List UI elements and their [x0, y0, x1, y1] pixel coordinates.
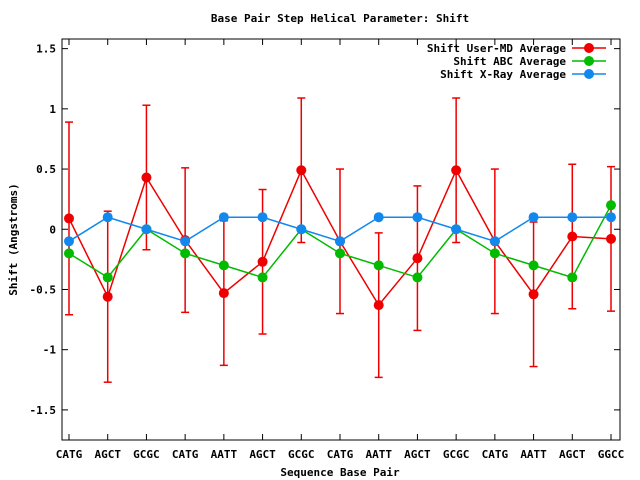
x-tick-label: CATG	[172, 448, 199, 461]
y-axis-label: Shift (Angstroms)	[7, 183, 20, 296]
x-tick-label: AGCT	[249, 448, 276, 461]
data-point	[606, 212, 616, 223]
data-point	[141, 224, 152, 235]
data-point	[412, 253, 423, 264]
series-3	[64, 212, 616, 247]
data-point	[257, 256, 268, 267]
data-point	[64, 213, 74, 224]
x-tick-label: AATT	[365, 448, 392, 461]
data-point	[489, 248, 500, 259]
y-tick-label: -1.5	[30, 404, 57, 417]
x-tick-label: AATT	[520, 448, 547, 461]
data-point	[180, 248, 191, 259]
data-point	[218, 260, 229, 271]
y-tick-label: -0.5	[30, 283, 57, 296]
data-point	[567, 212, 578, 223]
x-tick-label: AATT	[211, 448, 238, 461]
chart-title: Base Pair Step Helical Parameter: Shift	[211, 12, 469, 25]
x-tick-label: CATG	[56, 448, 83, 461]
legend-marker	[584, 69, 594, 79]
x-tick-label: AGCT	[94, 448, 121, 461]
data-point	[335, 236, 345, 247]
y-axis: -1.5 -1 -0.5 0 0.5 1 1.5	[30, 43, 620, 417]
data-point	[606, 200, 616, 211]
x-tick-label: AGCT	[559, 448, 586, 461]
data-point	[141, 172, 152, 183]
data-point	[102, 272, 113, 283]
legend-label: Shift ABC Average	[453, 55, 566, 68]
x-tick-label: GCGC	[133, 448, 160, 461]
x-tick-label: AGCT	[404, 448, 431, 461]
data-point	[373, 260, 384, 271]
data-point	[64, 236, 74, 247]
data-point	[528, 289, 539, 300]
y-tick-label: 1.5	[36, 43, 56, 56]
data-point	[296, 165, 307, 176]
data-point	[606, 233, 616, 244]
x-tick-label: GCGC	[443, 448, 470, 461]
data-point	[412, 272, 423, 283]
data-point	[412, 212, 423, 223]
y-tick-label: -1	[43, 344, 57, 357]
data-point	[489, 236, 500, 247]
x-tick-label: GCGC	[288, 448, 315, 461]
legend-marker	[584, 43, 594, 53]
y-tick-label: 0.5	[36, 163, 56, 176]
data-point	[528, 212, 539, 223]
x-tick-label: GGCC	[598, 448, 625, 461]
data-point	[180, 236, 191, 247]
data-point	[567, 231, 578, 242]
data-point	[567, 272, 578, 283]
legend-label: Shift X-Ray Average	[440, 68, 566, 81]
data-point	[102, 291, 113, 302]
data-point	[64, 248, 74, 259]
data-point	[257, 272, 268, 283]
series-layer	[64, 97, 616, 383]
y-tick-label: 1	[49, 103, 56, 116]
legend-marker	[584, 56, 594, 66]
data-point	[451, 165, 462, 176]
x-tick-label: CATG	[327, 448, 354, 461]
data-point	[335, 248, 345, 259]
data-point	[296, 224, 307, 235]
y-tick-label: 0	[49, 223, 56, 236]
x-axis-label: Sequence Base Pair	[280, 466, 400, 479]
legend-label: Shift User-MD Average	[427, 42, 566, 55]
plot-frame	[61, 38, 621, 441]
data-point	[257, 212, 268, 223]
data-point	[528, 260, 539, 271]
data-point	[218, 212, 229, 223]
data-point	[218, 288, 229, 299]
x-axis: CATG AGCT GCGC CATG AATT AGCT GCGC CATG AATT AGCT…	[56, 39, 625, 461]
x-tick-label: CATG	[482, 448, 509, 461]
data-point	[373, 300, 384, 311]
data-point	[102, 212, 113, 223]
data-point	[373, 212, 384, 223]
data-point	[451, 224, 462, 235]
